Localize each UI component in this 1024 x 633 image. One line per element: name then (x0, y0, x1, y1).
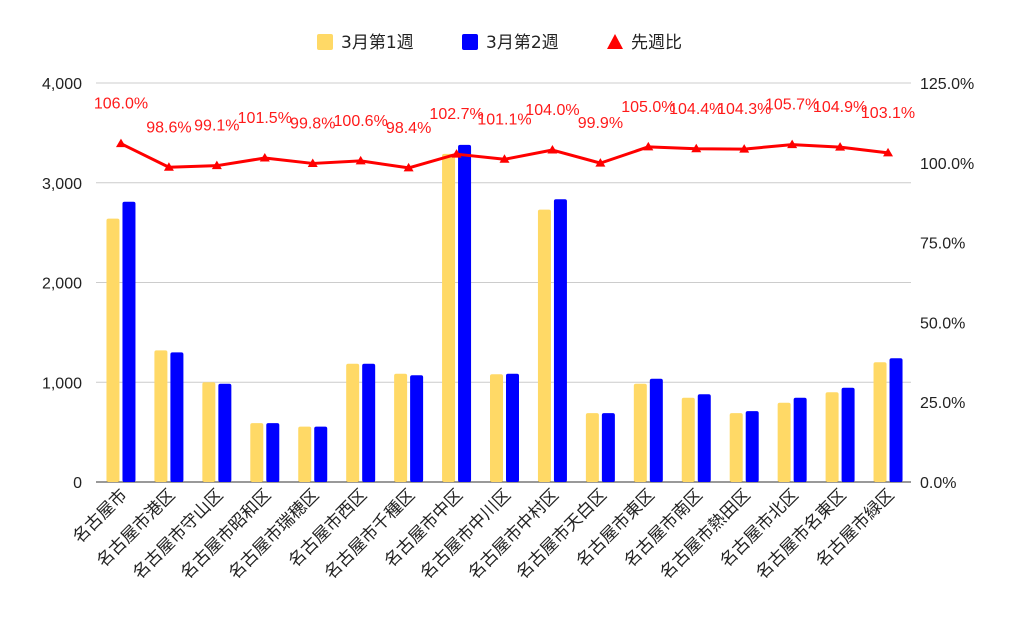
data-labels: 106.0%98.6% 99.1%101.5%99.8%100.6%98.4%10… (94, 96, 915, 137)
ratio-data-label: 103.1% (861, 105, 915, 122)
ratio-marker (883, 147, 894, 157)
ratio-data-label: 105.7% (765, 97, 819, 114)
bar (873, 362, 887, 482)
right-tick-label: 0.0% (920, 475, 956, 492)
ratio-data-label: 101.5% (238, 110, 292, 127)
ratio-marker (835, 142, 846, 151)
ratio-marker (163, 162, 174, 171)
bar (633, 383, 647, 482)
ratio-data-label: 104.0% (525, 102, 579, 119)
ratio-data-label: 106.0% (94, 96, 148, 113)
ratio-marker (307, 158, 318, 167)
legend-label: 先週比 (631, 33, 682, 53)
bar (490, 374, 503, 482)
ratio-data-label: 99.1% (194, 118, 239, 135)
right-tick-label: 125.0% (920, 76, 974, 93)
bar (553, 199, 567, 483)
bar (889, 358, 903, 482)
legend-swatch (607, 34, 623, 49)
bar (346, 363, 360, 482)
ratio-marker (691, 143, 702, 153)
bar (458, 144, 472, 482)
bar (442, 153, 456, 482)
bar (585, 413, 599, 482)
left-tick-label: 1,000 (42, 375, 82, 392)
bar (410, 375, 424, 482)
ratio-marker (547, 145, 558, 154)
bar (298, 426, 312, 482)
gridlines (96, 82, 911, 483)
bar (777, 402, 791, 482)
ratio-data-label: 104.3% (717, 101, 771, 118)
bar (729, 413, 743, 482)
ratio-data-label: 98.4% (386, 120, 431, 137)
bar (793, 397, 807, 482)
ratio-data-label: 105.0% (621, 99, 675, 116)
legend-label: 3月第1週 (341, 33, 414, 53)
right-tick-label: 50.0% (920, 315, 965, 332)
bar (825, 392, 839, 482)
ratio-marker (259, 153, 270, 162)
bar (681, 397, 695, 482)
bar (122, 201, 136, 482)
bar (649, 378, 663, 482)
ratio-data-label: 100.6% (334, 113, 388, 130)
legend-swatch (317, 34, 333, 50)
ratio-data-label: 98.6% (146, 119, 191, 136)
ratio-line (115, 138, 894, 172)
bar (745, 411, 759, 482)
bar (841, 387, 855, 482)
bar (314, 426, 328, 482)
bar (394, 373, 408, 482)
ratio-marker (499, 154, 510, 163)
ratio-marker (403, 162, 414, 172)
ratio-data-label: 104.9% (813, 99, 867, 116)
bar (218, 383, 232, 482)
bar (154, 350, 168, 482)
ratio-data-label: 99.9% (578, 115, 623, 132)
ratio-marker (115, 138, 126, 148)
ratio-marker (739, 144, 750, 153)
ratio-marker (787, 139, 798, 149)
bar (362, 363, 376, 482)
ratio-data-label: 101.1% (477, 111, 531, 128)
ratio-data-label: 99.8% (290, 115, 335, 132)
left-tick-label: 2,000 (42, 276, 82, 293)
ratio-data-label: 104.4% (669, 101, 723, 118)
bar (506, 373, 519, 482)
x-axis: 名古屋市名古屋市港区名古屋市守山区名古屋市昭和区名古屋市瑞穂区名古屋市西区名古屋… (69, 485, 898, 583)
right-tick-label: 100.0% (920, 156, 974, 173)
left-tick-label: 4,000 (42, 76, 82, 93)
bar (202, 382, 216, 482)
bar (537, 209, 551, 482)
left-axis: 0 1,000 2,000 3,000 4,000 (42, 76, 82, 492)
left-tick-label: 3,000 (42, 176, 82, 193)
bar (170, 352, 184, 482)
ratio-data-label: 102.7% (429, 106, 483, 123)
ratio-marker (595, 158, 606, 167)
right-tick-label: 25.0% (920, 395, 965, 412)
right-tick-label: 75.0% (920, 236, 965, 253)
ratio-marker (643, 141, 654, 151)
legend-swatch (462, 34, 478, 50)
bars (106, 144, 903, 483)
legend: 3月第1週 3月第2週 先週比 (317, 33, 682, 53)
bar (250, 423, 264, 482)
bar (697, 394, 711, 482)
right-axis: 0.0% 25.0% 50.0% 75.0% 100.0% 125.0% (920, 76, 974, 492)
ratio-marker (211, 160, 222, 170)
legend-label: 3月第2週 (486, 33, 559, 53)
bar (601, 413, 615, 482)
left-tick-label: 0 (73, 475, 82, 492)
ratio-marker (451, 149, 462, 158)
bar (266, 423, 280, 482)
ratio-marker (355, 155, 366, 165)
bar (106, 218, 120, 482)
